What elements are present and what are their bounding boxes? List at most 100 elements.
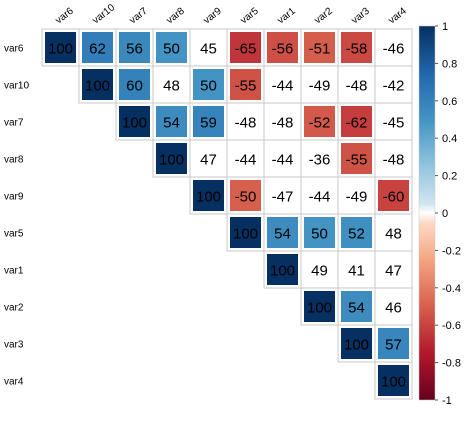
- cell-value-var3-var3: 100: [344, 337, 369, 354]
- column-label-var5: var5: [239, 5, 261, 26]
- grid-cell: [374, 28, 413, 67]
- row-label-var1: var1: [4, 266, 24, 277]
- row-label-var5: var5: [4, 229, 24, 240]
- cell-value-var2-var2: 100: [307, 300, 332, 317]
- cell-value-var1-var3: 41: [348, 263, 365, 280]
- cell-value-var7-var3: -62: [346, 115, 368, 132]
- grid-cell: [300, 65, 339, 104]
- cell-value-var7-var8: 54: [163, 115, 180, 132]
- heatmap-tile-var6-var5: [230, 32, 261, 63]
- legend-color-bar: [418, 25, 436, 401]
- heatmap-tile-var5-var2: [304, 217, 335, 248]
- heatmap-tile-var6-var1: [267, 32, 298, 63]
- heatmap-tile-var9-var5: [230, 180, 261, 211]
- row-label-var2: var2: [4, 303, 24, 314]
- cell-value-var5-var1: 54: [274, 226, 291, 243]
- cell-value-var10-var8: 48: [163, 78, 180, 95]
- cell-value-var8-var2: -36: [309, 152, 331, 169]
- grid-cell: [374, 213, 413, 252]
- cell-value-var9-var5: -50: [235, 189, 257, 206]
- cell-value-var4-var4: 100: [381, 374, 406, 391]
- grid-cell: [226, 102, 265, 141]
- cell-value-var6-var8: 50: [163, 41, 180, 58]
- heatmap-tile-var10-var9: [193, 69, 224, 100]
- cell-value-var8-var4: -48: [383, 152, 405, 169]
- heatmap-tile-var10-var5: [230, 69, 261, 100]
- cell-value-var9-var9: 100: [196, 189, 221, 206]
- grid-cell: [300, 250, 339, 289]
- cell-value-var7-var9: 59: [200, 115, 217, 132]
- cell-value-var5-var2: 50: [311, 226, 328, 243]
- row-label-var7: var7: [4, 118, 24, 129]
- cell-value-var10-var9: 50: [200, 78, 217, 95]
- heatmap-tile-var4-var4: [378, 365, 409, 396]
- column-label-var9: var9: [202, 5, 224, 26]
- cell-value-var6-var5: -65: [235, 41, 257, 58]
- heatmap-tile-var5-var5: [230, 217, 261, 248]
- cell-value-var7-var1: -48: [272, 115, 294, 132]
- row-label-var10: var10: [4, 81, 29, 92]
- cell-value-var10-var5: -55: [235, 78, 257, 95]
- row-label-var8: var8: [4, 155, 24, 166]
- grid-cell: [374, 102, 413, 141]
- cell-value-var6-var4: -46: [383, 41, 405, 58]
- cell-value-var9-var2: -44: [309, 189, 331, 206]
- column-label-var4: var4: [387, 5, 409, 26]
- legend-tick-label: -0.6: [442, 320, 461, 332]
- cell-value-var8-var3: -55: [346, 152, 368, 169]
- cell-value-var6-var2: -51: [309, 41, 331, 58]
- cell-value-var7-var2: -52: [309, 115, 331, 132]
- heatmap-tile-var2-var2: [304, 291, 335, 322]
- heatmap-tile-var3-var4: [378, 328, 409, 359]
- cell-value-var6-var1: -56: [272, 41, 294, 58]
- cell-value-var5-var4: 48: [385, 226, 402, 243]
- legend-tick-label: 0.6: [442, 96, 457, 108]
- column-label-var1: var1: [276, 5, 298, 26]
- column-label-var10: var10: [91, 2, 118, 26]
- cell-value-var6-var3: -58: [346, 41, 368, 58]
- grid-cell: [374, 287, 413, 326]
- cell-value-var1-var4: 47: [385, 263, 402, 280]
- cell-value-var7-var4: -45: [383, 115, 405, 132]
- heatmap-tile-var1-var1: [267, 254, 298, 285]
- cell-value-var5-var3: 52: [348, 226, 365, 243]
- grid-cell: [337, 250, 376, 289]
- cell-value-var5-var5: 100: [233, 226, 258, 243]
- cells-layer: 100 62 56 50 45 -65 -56 -51 -58 -46 100 60 48 50 -55 -4…: [41, 28, 413, 400]
- cell-value-var10-var2: -49: [309, 78, 331, 95]
- heatmap-tile-var5-var3: [341, 217, 372, 248]
- heatmap-tile-var8-var3: [341, 143, 372, 174]
- cell-value-var10-var10: 100: [85, 78, 110, 95]
- legend-tick-label: 0.8: [442, 58, 457, 70]
- heatmap-tile-var6-var6: [45, 32, 76, 63]
- cell-value-var9-var3: -49: [346, 189, 368, 206]
- column-label-var3: var3: [350, 5, 372, 26]
- heatmap-tile-var10-var7: [119, 69, 150, 100]
- heatmap-tile-var7-var9: [193, 106, 224, 137]
- cell-value-var6-var6: 100: [48, 41, 73, 58]
- row-label-var4: var4: [4, 377, 24, 388]
- heatmap-tile-var9-var9: [193, 180, 224, 211]
- cell-value-var8-var5: -44: [235, 152, 257, 169]
- column-label-var6: var6: [54, 5, 76, 26]
- heatmap-tile-var6-var8: [156, 32, 187, 63]
- cell-value-var3-var4: 57: [385, 337, 402, 354]
- cell-value-var7-var5: -48: [235, 115, 257, 132]
- cell-value-var8-var9: 47: [200, 152, 217, 169]
- legend-tick-label: -1: [442, 395, 452, 407]
- grid-cell: [337, 65, 376, 104]
- cell-value-var8-var8: 100: [159, 152, 184, 169]
- column-label-var7: var7: [128, 5, 150, 26]
- heatmap-tile-var9-var4: [378, 180, 409, 211]
- heatmap-tile-var2-var3: [341, 291, 372, 322]
- cell-value-var10-var3: -48: [346, 78, 368, 95]
- grid-cell: [263, 139, 302, 178]
- heatmap-tile-var7-var2: [304, 106, 335, 137]
- grid-cell: [189, 139, 228, 178]
- legend-tick-label: 0.4: [442, 133, 457, 145]
- heatmap-tile-var7-var8: [156, 106, 187, 137]
- cell-value-var7-var7: 100: [122, 115, 147, 132]
- cell-value-var1-var1: 100: [270, 263, 295, 280]
- row-label-var3: var3: [4, 340, 24, 351]
